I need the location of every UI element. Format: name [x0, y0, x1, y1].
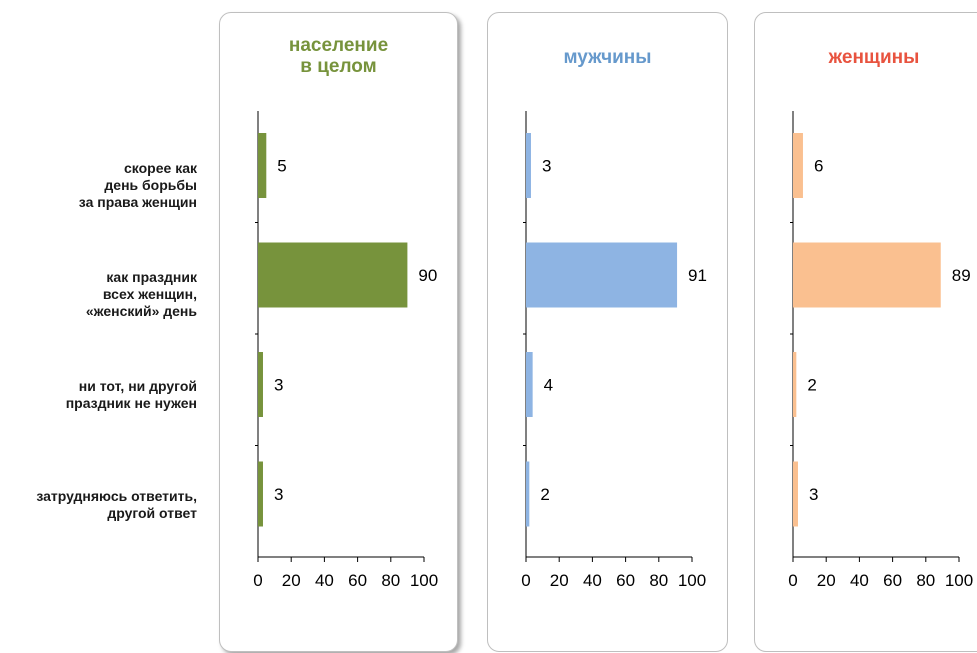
bar	[793, 133, 803, 198]
x-tick-label: 40	[315, 571, 334, 590]
x-tick-label: 60	[883, 571, 902, 590]
x-tick-label: 80	[916, 571, 935, 590]
x-tick-label: 0	[521, 571, 530, 590]
bar	[258, 242, 408, 308]
bar	[526, 242, 678, 308]
bar	[526, 352, 533, 417]
panel-population: население в целом 0 20 40 60 80 100 5 90 3 3	[219, 12, 458, 652]
category-label-fight: скорее как день борьбы за права женщин	[78, 160, 197, 210]
bar-value-label: 90	[418, 266, 437, 285]
x-tick-label: 20	[282, 571, 301, 590]
bar	[258, 352, 263, 417]
category-label-holiday: как праздник всех женщин, «женский» день	[85, 269, 197, 319]
bar-value-label: 91	[688, 266, 707, 285]
bar	[526, 461, 530, 527]
bar-value-label: 2	[540, 485, 549, 504]
bar	[526, 133, 531, 198]
bar	[793, 461, 798, 527]
bar-chart-women: 0 20 40 60 80 100 6 89 2 3	[788, 111, 973, 590]
panel-title-population: население в целом	[288, 35, 389, 77]
bar	[258, 461, 263, 527]
x-tick-label: 0	[253, 571, 262, 590]
panel-men: мужчины 0 20 40 60 80 100 3 91 4 2	[487, 12, 728, 652]
category-label-dont-know: затрудняюсь ответить, другой ответ	[36, 488, 197, 521]
x-tick-label: 80	[649, 571, 668, 590]
bar	[793, 352, 797, 417]
panel-title-men: мужчины	[563, 47, 652, 68]
panel-women: женщины 0 20 40 60 80 100 6 89 2 3	[754, 12, 977, 652]
bar-chart-men: 0 20 40 60 80 100 3 91 4 2	[521, 111, 707, 590]
x-tick-label: 100	[945, 571, 973, 590]
bar-value-label: 3	[809, 485, 818, 504]
x-tick-label: 80	[381, 571, 400, 590]
x-tick-label: 60	[348, 571, 367, 590]
bar-value-label: 3	[274, 485, 283, 504]
bar-value-label: 5	[277, 157, 286, 176]
bar-chart-population: 0 20 40 60 80 100 5 90 3 3	[253, 111, 438, 590]
x-tick-label: 40	[583, 571, 602, 590]
x-tick-label: 0	[788, 571, 797, 590]
x-tick-label: 100	[678, 571, 706, 590]
x-tick-label: 100	[410, 571, 438, 590]
panel-title-women: женщины	[828, 47, 920, 68]
bar-value-label: 6	[814, 157, 823, 176]
bar-value-label: 3	[542, 157, 551, 176]
bar-value-label: 2	[807, 376, 816, 395]
x-tick-label: 40	[850, 571, 869, 590]
bar-value-label: 3	[274, 376, 283, 395]
bar	[793, 242, 941, 308]
bar-value-label: 89	[952, 266, 971, 285]
x-tick-label: 20	[550, 571, 569, 590]
category-label-not-needed: ни тот, ни другой праздник не нужен	[65, 378, 197, 411]
x-tick-label: 60	[616, 571, 635, 590]
bar	[258, 133, 267, 198]
x-tick-label: 20	[817, 571, 836, 590]
bar-value-label: 4	[544, 376, 553, 395]
